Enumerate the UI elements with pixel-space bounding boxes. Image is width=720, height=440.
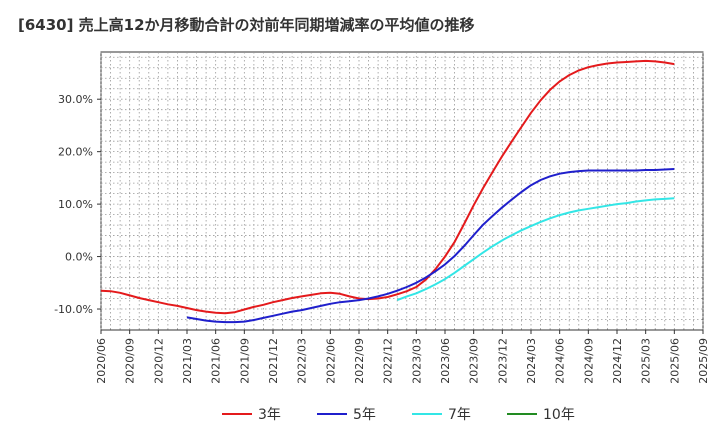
x-tick-label: 2024/06 [554, 338, 567, 384]
y-tick-label: 10.0% [58, 198, 93, 211]
x-tick-label: 2023/09 [468, 338, 481, 384]
x-tick-label: 2025/06 [668, 338, 681, 384]
plot-area [100, 51, 704, 331]
y-tick-label: 0.0% [65, 251, 93, 264]
series-line-7年 [396, 197, 675, 302]
legend-label: 10年 [543, 407, 575, 423]
x-tick-label: 2021/03 [181, 338, 194, 384]
y-tick-label: -10.0% [54, 303, 93, 316]
grid-layer [100, 51, 704, 331]
x-tick-label: 2020/09 [124, 338, 137, 384]
x-tick-label: 2025/03 [640, 338, 653, 384]
x-tick-label: 2021/12 [267, 338, 280, 384]
axis-layer: 30.0% 20.0% 10.0% 0.0% -10.0% 2020/06 2020/09 2… [54, 93, 710, 383]
x-tick-label: 2024/09 [582, 338, 595, 384]
y-tick-label: 20.0% [58, 146, 93, 159]
x-tick-label: 2023/12 [496, 338, 509, 384]
x-tick-label: 2022/03 [296, 338, 309, 384]
x-tick-label: 2020/12 [152, 338, 165, 384]
x-tick-label: 2022/09 [353, 338, 366, 384]
series-line-5年 [186, 168, 675, 324]
legend: 3年 5年 7年 10年 [222, 407, 575, 423]
x-tick-label: 2023/03 [410, 338, 423, 384]
series-layer [100, 59, 675, 324]
x-tick-label: 2023/06 [439, 338, 452, 384]
chart-title: [6430] 売上高12か月移動合計の対前年同期増減率の平均値の推移 [18, 16, 475, 34]
x-tick-label: 2024/03 [525, 338, 538, 384]
series-line-3年 [100, 59, 675, 315]
x-tick-label: 2021/09 [238, 338, 251, 384]
legend-label: 7年 [448, 407, 471, 423]
x-tick-label: 2022/12 [382, 338, 395, 384]
x-tick-label: 2025/09 [697, 338, 710, 384]
legend-label: 3年 [258, 407, 281, 423]
x-tick-label: 2021/06 [210, 338, 223, 384]
x-tick-label: 2020/06 [95, 338, 108, 384]
x-tick-label: 2024/12 [611, 338, 624, 384]
legend-label: 5年 [353, 407, 376, 423]
y-tick-label: 30.0% [58, 93, 93, 106]
x-tick-label: 2022/06 [324, 338, 337, 384]
